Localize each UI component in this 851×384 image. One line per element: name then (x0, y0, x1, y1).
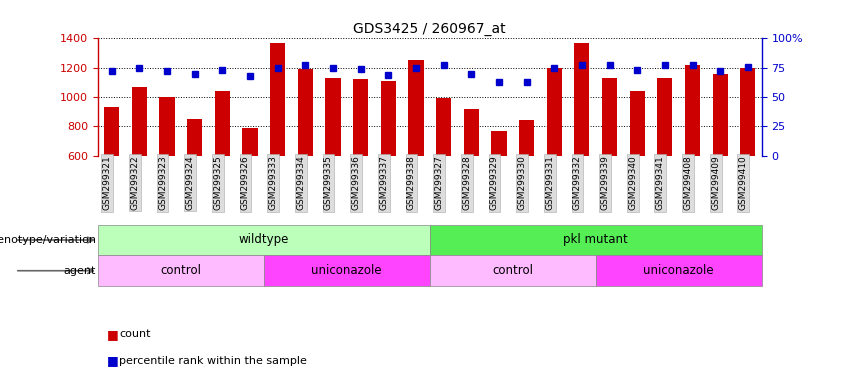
Bar (685, 65, 700, 156)
Text: control: control (160, 264, 202, 277)
Text: GSM299327: GSM299327 (435, 156, 443, 210)
Text: GSM299340: GSM299340 (628, 156, 637, 210)
Bar (264, 255, 430, 286)
Bar (436, 98, 451, 156)
Text: GSM299341: GSM299341 (656, 156, 665, 210)
Bar (187, 119, 203, 156)
Title: GDS3425 / 260967_at: GDS3425 / 260967_at (353, 22, 506, 36)
Bar (325, 78, 340, 156)
Bar (657, 78, 672, 156)
Text: GSM299334: GSM299334 (296, 156, 306, 210)
Bar (270, 43, 285, 156)
Bar (630, 91, 645, 156)
Text: GSM299336: GSM299336 (351, 156, 361, 210)
Bar (430, 255, 596, 286)
Bar (214, 91, 230, 156)
Bar (740, 68, 756, 156)
Text: GSM299335: GSM299335 (324, 156, 333, 210)
Text: agent: agent (64, 266, 96, 276)
Text: GSM299324: GSM299324 (186, 156, 195, 210)
Text: GSM299333: GSM299333 (269, 156, 277, 210)
Bar (430, 225, 762, 255)
Text: GSM299326: GSM299326 (241, 156, 250, 210)
Text: pkl mutant: pkl mutant (563, 233, 628, 247)
Text: percentile rank within the sample: percentile rank within the sample (119, 356, 307, 366)
Text: GSM299337: GSM299337 (380, 156, 388, 210)
Text: GSM299329: GSM299329 (490, 156, 499, 210)
Text: GSM299338: GSM299338 (407, 156, 416, 210)
Bar (464, 109, 479, 156)
Bar (596, 255, 762, 286)
Text: GSM299339: GSM299339 (601, 156, 609, 210)
Text: GSM299321: GSM299321 (103, 156, 111, 210)
Bar (574, 43, 590, 156)
Text: GSM299323: GSM299323 (158, 156, 167, 210)
Text: GSM299408: GSM299408 (683, 156, 693, 210)
Text: GSM299330: GSM299330 (517, 156, 527, 210)
Text: GSM299322: GSM299322 (130, 156, 140, 210)
Bar (602, 78, 617, 156)
Text: uniconazole: uniconazole (311, 264, 382, 277)
Text: count: count (119, 329, 151, 339)
Text: GSM299325: GSM299325 (214, 156, 222, 210)
Bar (712, 73, 728, 156)
Text: control: control (492, 264, 534, 277)
Text: wildtype: wildtype (238, 233, 289, 247)
Text: GSM299410: GSM299410 (739, 156, 748, 210)
Text: GSM299409: GSM299409 (711, 156, 720, 210)
Bar (353, 79, 368, 156)
Bar (104, 107, 119, 156)
Bar (298, 69, 313, 156)
Bar (519, 120, 534, 156)
Text: uniconazole: uniconazole (643, 264, 714, 277)
Bar (98, 225, 430, 255)
Bar (380, 81, 396, 156)
Text: GSM299332: GSM299332 (573, 156, 582, 210)
Bar (132, 87, 147, 156)
Text: GSM299328: GSM299328 (462, 156, 471, 210)
Text: genotype/variation: genotype/variation (0, 235, 96, 245)
Bar (98, 255, 264, 286)
Bar (243, 128, 258, 156)
Bar (491, 131, 506, 156)
Text: ■: ■ (106, 354, 118, 367)
Bar (159, 97, 174, 156)
Bar (546, 68, 562, 156)
Bar (408, 60, 424, 156)
Text: GSM299331: GSM299331 (545, 156, 554, 210)
Text: ■: ■ (106, 328, 118, 341)
